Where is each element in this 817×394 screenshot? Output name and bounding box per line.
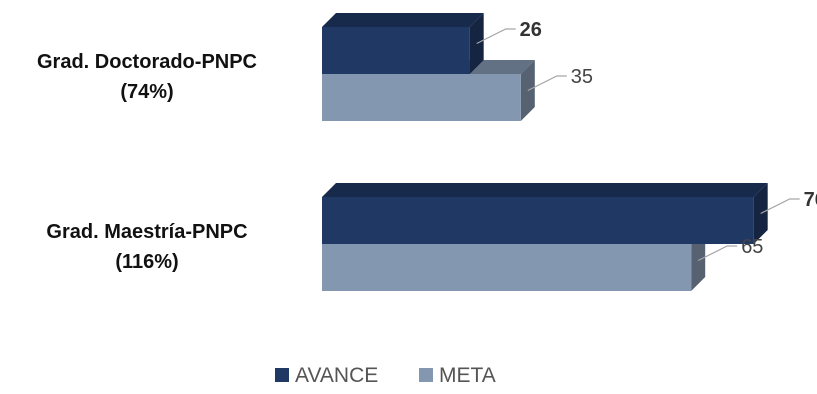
bar-front-face xyxy=(322,27,470,74)
leader-line xyxy=(527,75,567,92)
value-label: 76 xyxy=(804,189,817,211)
bar-front-face xyxy=(322,197,754,244)
legend-label: AVANCE xyxy=(295,364,378,387)
bar-top-face xyxy=(322,13,484,27)
value-label: 26 xyxy=(520,19,542,41)
bar-avance xyxy=(322,13,484,74)
legend-item-meta: META xyxy=(419,364,496,387)
value-label: 35 xyxy=(571,66,593,88)
category-label: Grad. Doctorado-PNPC (74%) xyxy=(37,51,257,103)
bars xyxy=(322,13,768,291)
leader-lines xyxy=(476,28,800,262)
category-labels: Grad. Doctorado-PNPC (74%) Grad. Maestría-… xyxy=(37,51,257,273)
bar-front-face xyxy=(322,74,521,121)
bar-front-face xyxy=(322,244,692,291)
legend-item-avance: AVANCE xyxy=(275,364,378,387)
leader-line xyxy=(760,198,800,215)
leader-line xyxy=(476,28,516,45)
leader-line xyxy=(697,245,738,262)
value-label: 65 xyxy=(741,236,763,258)
legend-label: META xyxy=(439,364,496,387)
value-labels: 35 26 65 76 xyxy=(520,19,817,258)
legend-swatch xyxy=(275,368,289,382)
legend: AVANCE META xyxy=(275,364,496,387)
bar-top-face xyxy=(322,183,768,197)
category-label: Grad. Maestría-PNPC (116%) xyxy=(46,221,247,273)
bar-avance xyxy=(322,183,768,244)
legend-swatch xyxy=(419,368,433,382)
